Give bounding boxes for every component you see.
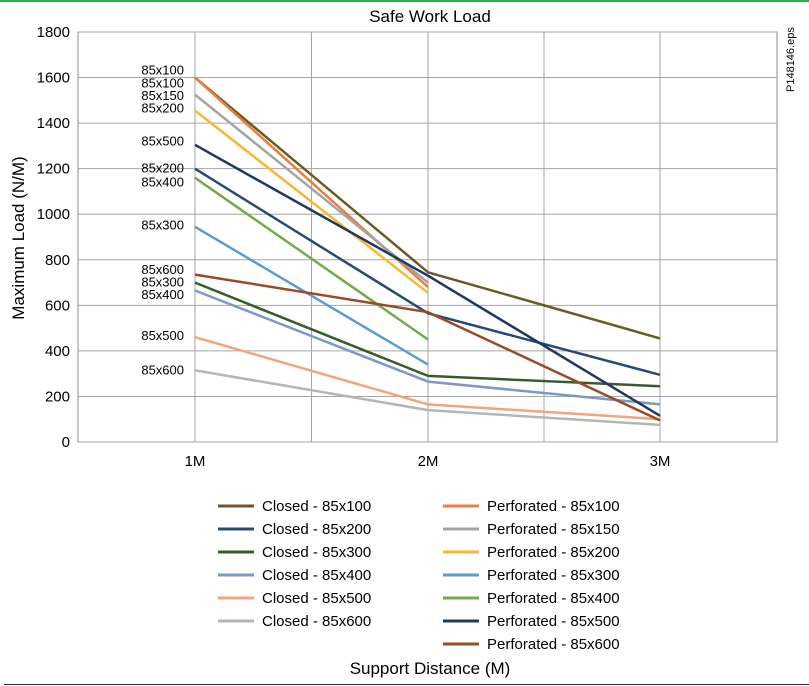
y-axis-label: Maximum Load (N/M) bbox=[9, 156, 28, 319]
y-tick-label: 400 bbox=[45, 343, 70, 360]
y-tick-label: 0 bbox=[62, 434, 70, 451]
x-tick-label: 2M bbox=[418, 453, 439, 470]
series-start-labels: 85x10085x10085x15085x20085x50085x20085x4… bbox=[141, 63, 184, 378]
series-line bbox=[194, 143, 661, 417]
y-tick-label: 1000 bbox=[37, 206, 70, 223]
legend-entry: Perforated - 85x200 bbox=[487, 544, 620, 561]
legend-entry: Closed - 85x100 bbox=[262, 498, 371, 515]
series-line bbox=[194, 273, 661, 422]
series-start-label: 85x300 bbox=[141, 218, 184, 233]
x-tick-label: 1M bbox=[185, 453, 206, 470]
series-start-label: 85x500 bbox=[141, 133, 184, 148]
x-axis-label: Support Distance (M) bbox=[350, 659, 511, 678]
x-tick-label: 3M bbox=[650, 453, 671, 470]
series-line bbox=[194, 93, 429, 284]
series-start-label: 85x600 bbox=[141, 262, 184, 277]
y-tick-label: 800 bbox=[45, 252, 70, 269]
series-lines bbox=[194, 76, 661, 427]
file-reference-note: P148146.eps bbox=[785, 27, 797, 92]
y-tick-label: 1200 bbox=[37, 161, 70, 178]
series-line bbox=[194, 369, 661, 427]
y-tick-label: 600 bbox=[45, 297, 70, 314]
top-rule bbox=[0, 0, 809, 2]
series-start-label: 85x200 bbox=[141, 161, 184, 176]
bottom-rule bbox=[4, 684, 809, 685]
y-tick-label: 200 bbox=[45, 388, 70, 405]
series-line bbox=[194, 225, 429, 366]
series-start-label: 85x400 bbox=[141, 287, 184, 302]
chart-title: Safe Work Load bbox=[369, 7, 491, 26]
legend-entry: Closed - 85x500 bbox=[262, 590, 371, 607]
y-axis-ticks: 0 200 400 600 800 1000 1200 1400 1600 1800 bbox=[37, 24, 70, 451]
y-tick-label: 1400 bbox=[37, 115, 70, 132]
legend-entry: Perforated - 85x150 bbox=[487, 521, 620, 538]
series-start-label: 85x300 bbox=[141, 275, 184, 290]
legend-entry: Perforated - 85x500 bbox=[487, 613, 620, 630]
series-start-label: 85x200 bbox=[141, 100, 184, 115]
legend: Closed - 85x100 Closed - 85x200 Closed - 8… bbox=[218, 498, 620, 653]
series-start-label: 85x400 bbox=[141, 174, 184, 189]
legend-entry: Closed - 85x600 bbox=[262, 613, 371, 630]
x-axis-ticks: 1M 2M 3M bbox=[185, 453, 671, 470]
series-start-label: 85x500 bbox=[141, 328, 184, 343]
legend-entry: Closed - 85x400 bbox=[262, 567, 371, 584]
legend-entry: Perforated - 85x400 bbox=[487, 590, 620, 607]
legend-entry: Closed - 85x200 bbox=[262, 521, 371, 538]
series-line bbox=[194, 109, 429, 294]
legend-entry: Perforated - 85x300 bbox=[487, 567, 620, 584]
series-line bbox=[194, 281, 661, 388]
y-tick-label: 1800 bbox=[37, 24, 70, 41]
gridlines bbox=[77, 31, 778, 443]
series-start-label: 85x600 bbox=[141, 362, 184, 377]
legend-entry: Perforated - 85x600 bbox=[487, 636, 620, 653]
y-tick-label: 1600 bbox=[37, 70, 70, 87]
series-start-label: 85x150 bbox=[141, 88, 184, 103]
legend-entry: Perforated - 85x100 bbox=[487, 498, 620, 515]
series-line bbox=[194, 289, 661, 406]
series-start-label: 85x100 bbox=[141, 75, 184, 90]
series-line bbox=[194, 335, 661, 421]
series-start-label: 85x100 bbox=[141, 63, 184, 78]
legend-entry: Closed - 85x300 bbox=[262, 544, 371, 561]
series-line bbox=[194, 176, 429, 341]
series-line bbox=[194, 76, 661, 340]
